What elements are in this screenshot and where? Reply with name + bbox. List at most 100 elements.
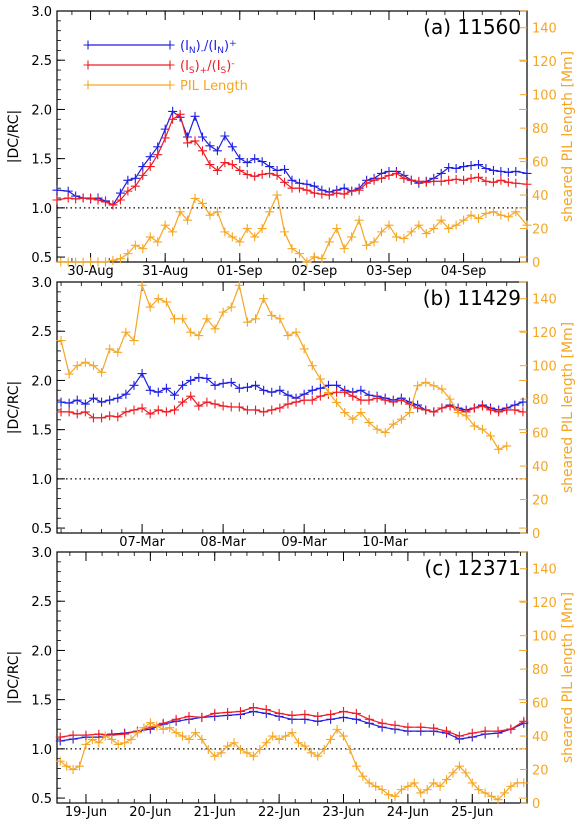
data-point-red [506,724,516,734]
data-point-red [63,193,73,203]
data-point-orange [399,234,409,244]
data-point-red [153,150,163,160]
legend-marker-blue [165,40,175,50]
data-point-red [369,175,379,185]
data-point-orange [145,232,155,242]
data-point-blue [242,382,252,392]
data-point-blue [227,142,237,152]
data-point-red [68,730,78,740]
data-point-orange [126,734,136,744]
data-point-blue [275,385,285,395]
data-point-blue [496,166,506,176]
data-point-orange [461,768,471,778]
data-point-red [257,169,267,179]
data-point-red [496,175,506,185]
data-point-red [444,175,454,185]
data-point-orange [81,739,91,749]
data-point-orange [105,344,115,354]
y-right-tick-label: 80 [532,122,549,137]
data-point-orange [436,215,446,225]
data-point-orange [300,741,310,751]
data-point-orange [445,394,455,404]
plot-frame [56,281,528,534]
data-point-blue [88,393,98,403]
legend-marker-blue [83,40,93,50]
data-point-orange [248,751,258,761]
y-left-tick-label: 2.0 [31,374,52,389]
legend-label-orange: PIL Length [180,79,248,94]
data-point-red [494,407,504,417]
y-axis-label-right: sheared PIL length [Mm] [560,322,576,493]
data-point-red [388,397,398,407]
data-point-orange [62,761,72,771]
data-point-blue [129,380,139,390]
data-point-orange [202,314,212,324]
data-point-orange [384,220,394,230]
y-left-tick-label: 3.0 [31,276,52,291]
x-tick-label: 10-Mar [362,535,408,550]
data-point-orange [348,414,358,424]
data-point-red [477,401,487,411]
data-point-blue [137,369,147,379]
x-tick-label: 22-Jun [258,805,300,820]
data-point-red [413,403,423,413]
data-point-orange [506,781,516,791]
data-point-orange [120,738,130,748]
y-left-tick-label: 1.5 [31,153,52,168]
data-point-red [235,706,245,716]
legend-label-part: ) [195,59,200,74]
data-point-orange [55,756,65,766]
data-point-red [170,405,179,415]
data-point-red [437,403,447,413]
legend-label-part: S [189,66,195,76]
data-point-orange [107,734,117,744]
data-point-orange [210,324,220,334]
data-point-blue [511,166,521,176]
data-point-red [502,405,512,415]
data-point-orange [451,220,461,230]
data-point-red [442,726,452,736]
data-point-red [391,168,401,178]
data-point-orange [108,255,118,265]
data-point-orange [474,213,484,223]
data-point-orange [158,724,168,734]
data-point-orange [216,748,226,758]
data-point-blue [170,390,179,400]
data-point-red [467,728,477,738]
data-point-orange [183,215,193,225]
plot-frame [56,551,528,804]
data-point-red [81,730,91,740]
data-point-blue [168,106,178,116]
data-point-red [377,718,387,728]
legend-label-part: /(I [207,59,220,74]
data-point-orange [145,718,155,728]
data-point-red [451,174,461,184]
data-point-orange [287,728,297,738]
data-point-orange [332,724,342,734]
data-point-red [406,175,416,185]
data-point-blue [466,161,476,171]
data-point-red [251,405,261,415]
data-point-red [202,397,212,407]
data-point-red [205,160,215,170]
data-point-red [129,405,139,415]
x-tick-label: 24-Jun [387,805,429,820]
data-point-red [347,186,357,196]
data-point-red [194,401,204,411]
data-point-red [302,185,312,195]
data-point-red [459,175,469,185]
data-point-orange [267,310,277,320]
data-point-blue [436,168,446,178]
y-left-tick-label: 2.5 [31,54,52,69]
data-point-red [317,189,327,199]
data-point-red [210,399,220,409]
data-point-blue [488,165,498,175]
y-right-tick-label: 40 [532,189,549,204]
legend-label-part: - [231,59,234,69]
data-point-orange [251,314,261,324]
data-point-orange [130,240,140,250]
data-point-blue [444,163,454,173]
data-point-orange [281,731,291,741]
data-point-red [466,173,476,183]
data-point-orange [345,744,355,754]
